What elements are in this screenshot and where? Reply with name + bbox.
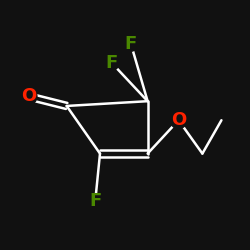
Circle shape (20, 88, 37, 105)
Circle shape (124, 37, 138, 51)
Circle shape (105, 56, 119, 70)
Text: F: F (125, 35, 137, 53)
Text: F: F (89, 192, 101, 210)
Text: O: O (171, 111, 186, 129)
Circle shape (88, 194, 102, 208)
Text: O: O (21, 88, 36, 106)
Text: F: F (106, 54, 118, 72)
Circle shape (170, 112, 187, 128)
